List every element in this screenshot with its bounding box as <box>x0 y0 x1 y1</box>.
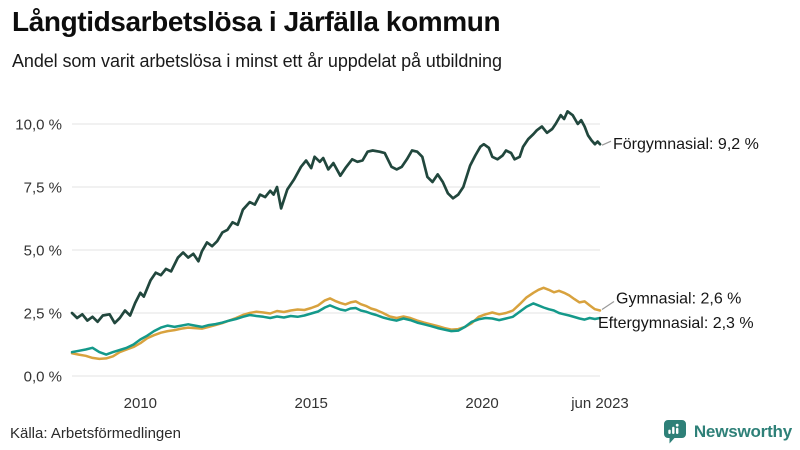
series-annotation-eftergymnasial: Eftergymnasial: 2,3 % <box>598 315 754 332</box>
series-line-eftergymnasial <box>70 302 602 356</box>
y-tick-label: 2,5 % <box>24 306 62 323</box>
annotation-connector-gymnasial <box>601 300 615 310</box>
logo-bar-tall <box>671 426 675 434</box>
annotation-connector-forgymnasial <box>601 140 612 146</box>
y-tick-label: 5,0 % <box>24 243 62 260</box>
y-tick-label: 10,0 % <box>15 117 62 134</box>
series-line-forgymnasial <box>70 110 602 325</box>
series-line-gymnasial <box>70 286 602 361</box>
newsworthy-wordmark: Newsworthy <box>693 421 792 441</box>
series-annotation-forgymnasial: Förgymnasial: 9,2 % <box>613 136 759 153</box>
y-tick-label: 0,0 % <box>24 369 62 386</box>
logo-exclamation-bar <box>675 427 679 434</box>
logo-bar-short <box>668 429 671 434</box>
source-note: Källa: Arbetsförmedlingen <box>10 425 181 442</box>
chart-footer: Källa: Arbetsförmedlingen Newsworthy <box>0 417 800 445</box>
page-title: Långtidsarbetslösa i Järfälla kommun <box>12 6 501 37</box>
series-annotation-gymnasial: Gymnasial: 2,6 % <box>616 290 741 307</box>
x-tick-label: jun 2023 <box>570 395 629 412</box>
x-tick-label: 2010 <box>124 395 157 412</box>
y-tick-label: 7,5 % <box>24 180 62 197</box>
x-tick-label: 2015 <box>295 395 328 412</box>
x-tick-label: 2020 <box>465 395 498 412</box>
chart-header: Långtidsarbetslösa i Järfälla kommun And… <box>12 6 788 72</box>
newsworthy-brand[interactable]: Newsworthy <box>663 419 792 444</box>
logo-exclamation-dot <box>675 423 679 427</box>
newsworthy-logo-icon <box>663 420 686 444</box>
chart-subtitle: Andel som varit arbetslösa i minst ett å… <box>12 51 502 71</box>
